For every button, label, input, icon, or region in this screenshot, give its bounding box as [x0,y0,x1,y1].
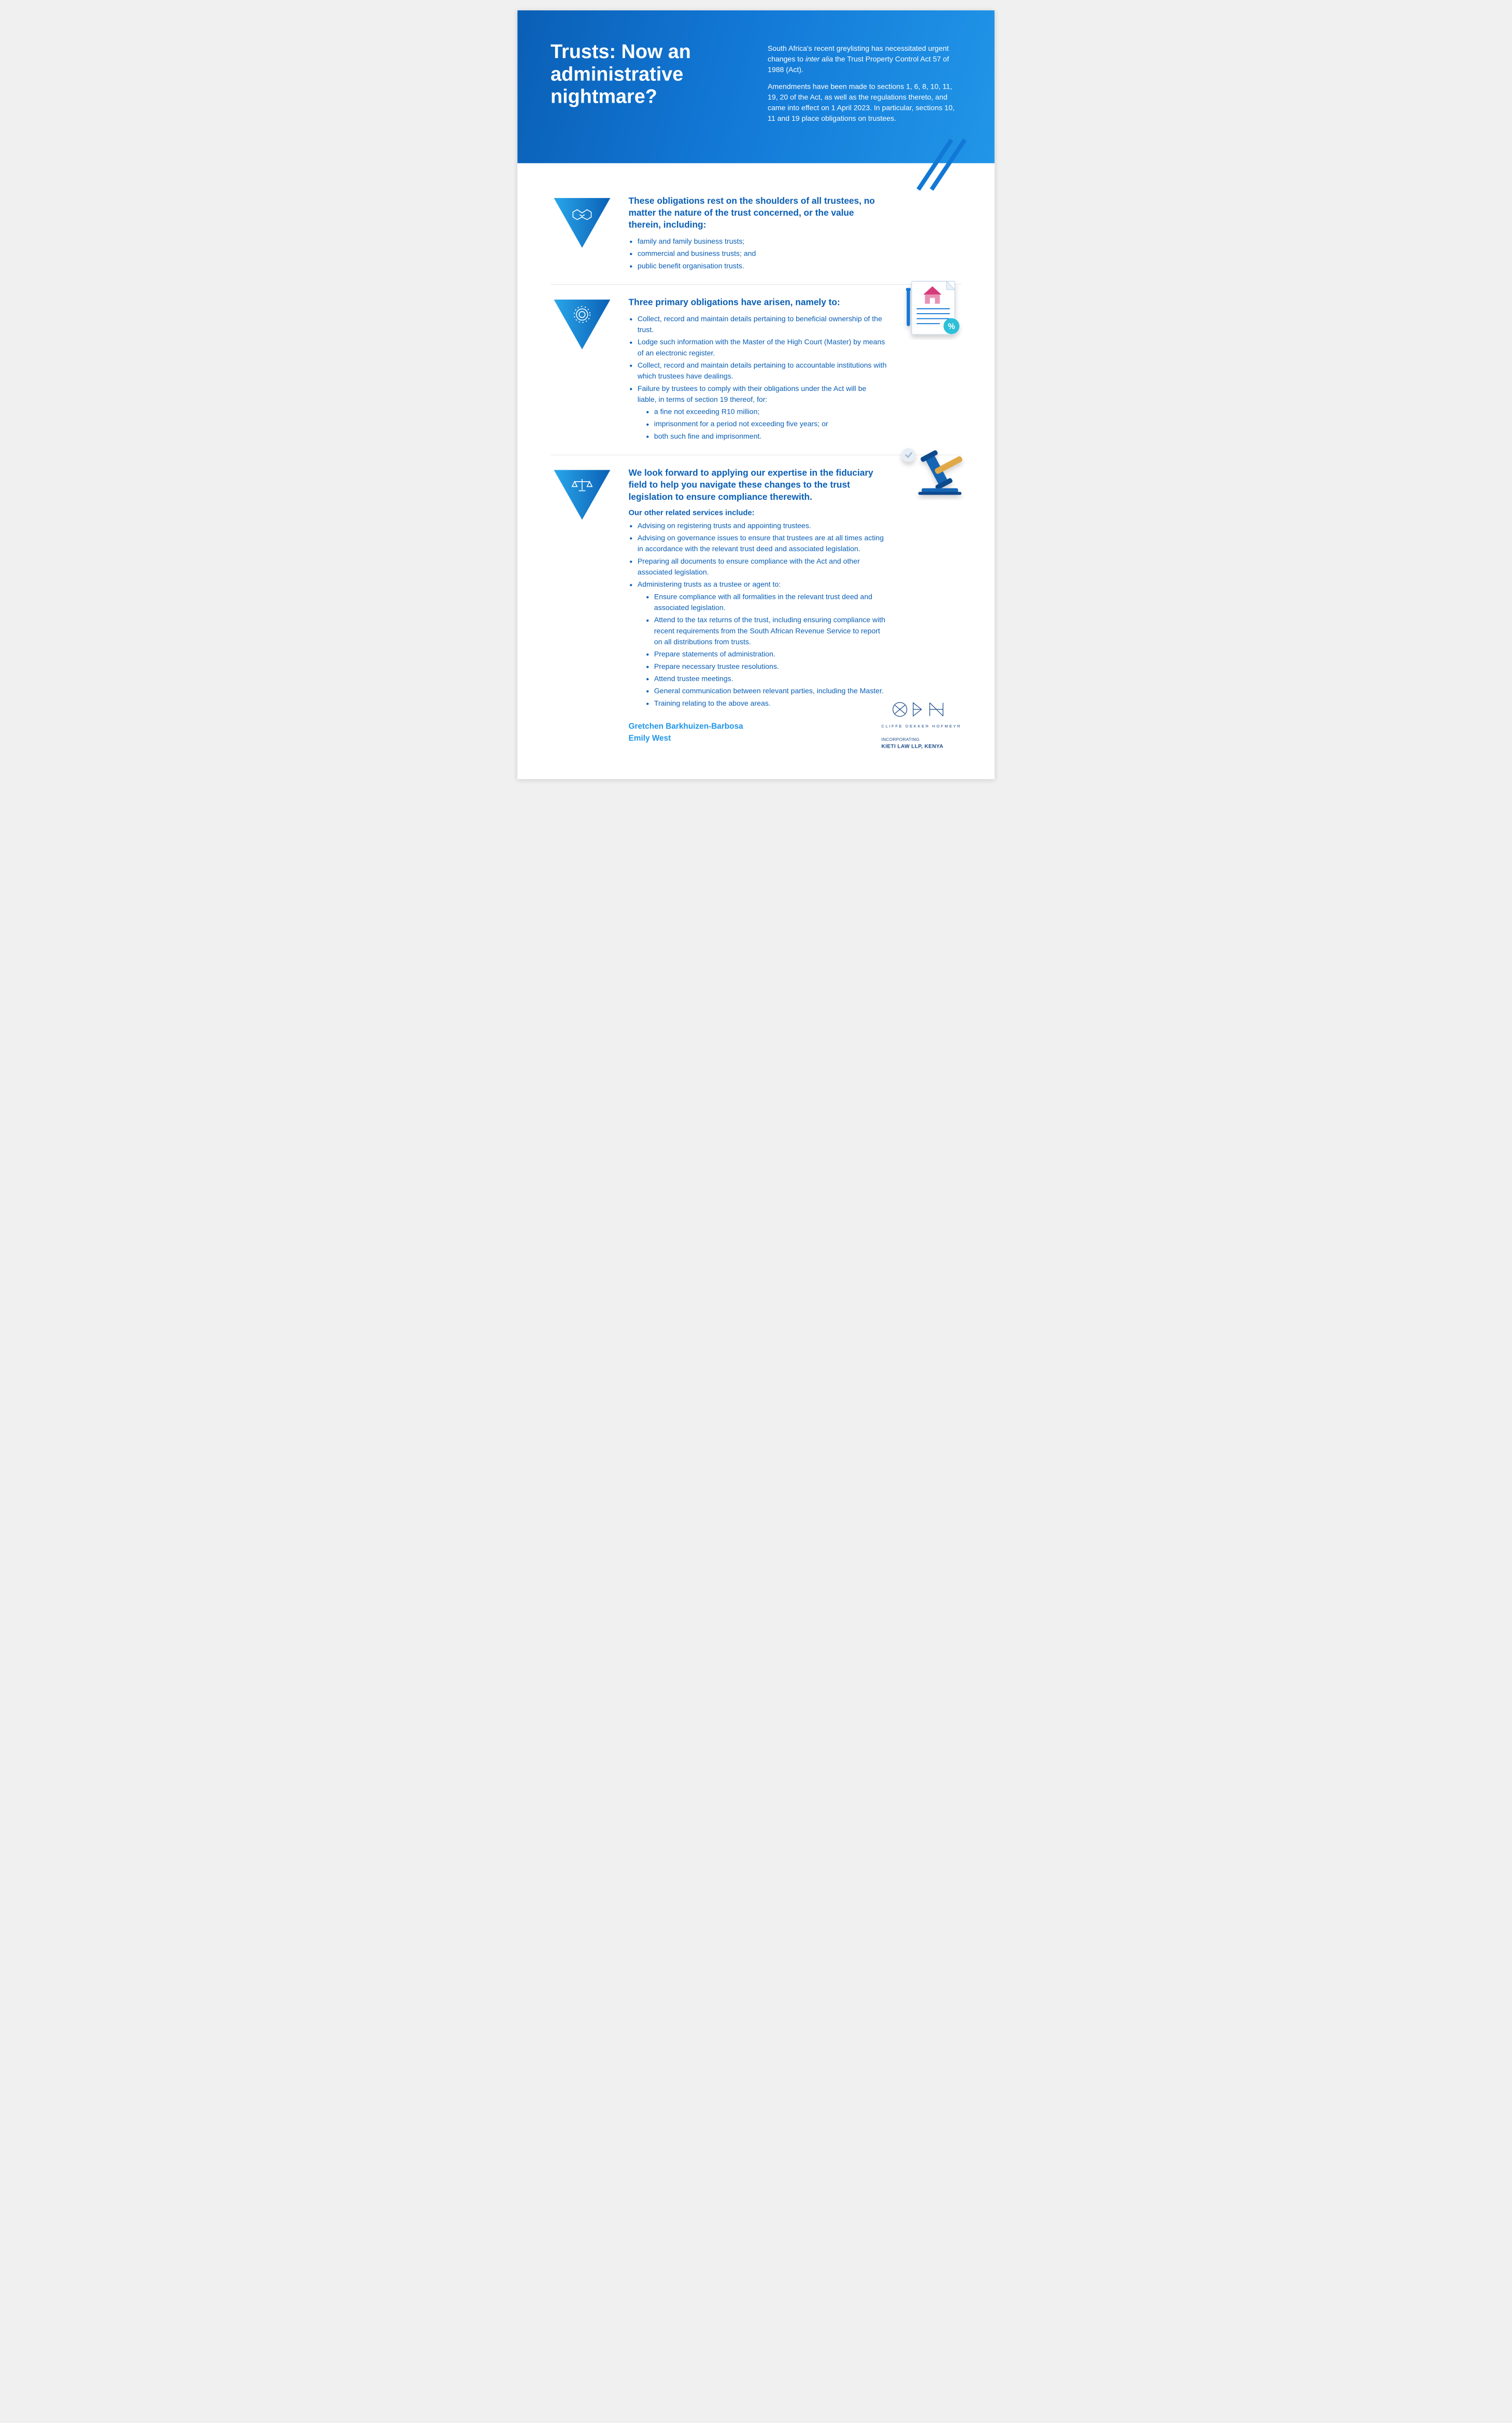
section-body: We look forward to applying our expertis… [629,467,887,744]
list-item: Attend trustee meetings. [654,673,887,684]
list-item: Failure by trustees to comply with their… [638,383,887,442]
kieti-law: KIETI LAW LLP, KENYA [881,743,961,749]
bullet-list: family and family business trusts; comme… [629,236,887,271]
list-item: Advising on registering trusts and appoi… [638,520,887,531]
list-item: Training relating to the above areas. [654,698,887,709]
list-item-text: Failure by trustees to comply with their… [638,384,866,403]
list-item: Collect, record and maintain details per… [638,313,887,335]
list-item: General communication between relevant p… [654,685,887,696]
author-name: Emily West [629,732,887,744]
document-page: Trusts: Now an administrative nightmare?… [517,10,995,779]
list-item: Collect, record and maintain details per… [638,360,887,382]
section-body: Three primary obligations have arisen, n… [629,296,887,443]
list-item: Prepare statements of administration. [654,649,887,660]
nested-bullet-list: a fine not exceeding R10 million; impris… [638,407,887,442]
triangle-badge [550,467,614,526]
header-banner: Trusts: Now an administrative nightmare?… [517,10,995,163]
intro-para-2: Amendments have been made to sections 1,… [768,81,962,124]
incorporating-label: INCORPORATING [881,737,961,742]
section-heading: These obligations rest on the shoulders … [629,194,887,231]
section-heading: We look forward to applying our expertis… [629,467,887,503]
list-item: family and family business trusts; [638,236,887,247]
list-item: Prepare necessary trustee resolutions. [654,661,887,672]
list-item: Attend to the tax returns of the trust, … [654,614,887,647]
section-heading: Three primary obligations have arisen, n… [629,296,887,308]
footer-brand: CLIFFE DEKKER HOFMEYR INCORPORATING KIET… [881,701,961,749]
authors: Gretchen Barkhuizen-Barbosa Emily West [629,720,887,744]
bullet-list: Advising on registering trusts and appoi… [629,520,887,709]
brand-fullname: CLIFFE DEKKER HOFMEYR [881,724,961,729]
triangle-badge [550,194,614,254]
section-primary-obligations: Three primary obligations have arisen, n… [550,284,962,455]
content-area: These obligations rest on the shoulders … [517,163,995,779]
list-item: Lodge such information with the Master o… [638,337,887,358]
nested-bullet-list: Ensure compliance with all formalities i… [638,591,887,709]
section-obligations: These obligations rest on the shoulders … [550,183,962,284]
list-item: Administering trusts as a trustee or age… [638,579,887,709]
list-item: Preparing all documents to ensure compli… [638,556,887,578]
list-item: commercial and business trusts; and [638,248,887,259]
list-item: Ensure compliance with all formalities i… [654,591,887,613]
house-document-icon: % [900,275,966,344]
svg-text:%: % [948,323,955,331]
triangle-badge [550,296,614,356]
list-item: public benefit organisation trusts. [638,260,887,271]
page-title: Trusts: Now an administrative nightmare? [550,40,747,130]
list-item: a fine not exceeding R10 million; [654,407,887,417]
list-item: both such fine and imprisonment. [654,431,887,442]
intro-italic: inter alia [806,55,833,63]
header-intro: South Africa's recent greylisting has ne… [768,40,962,130]
bullet-list: Collect, record and maintain details per… [629,313,887,442]
cdh-logo-icon [892,701,951,722]
list-item-text: Administering trusts as a trustee or age… [638,580,781,589]
author-name: Gretchen Barkhuizen-Barbosa [629,720,887,732]
section-subheading: Our other related services include: [629,508,887,517]
section-body: These obligations rest on the shoulders … [629,194,887,273]
list-item: imprisonment for a period not exceeding … [654,418,887,429]
list-item: Advising on governance issues to ensure … [638,533,887,554]
intro-para-1: South Africa's recent greylisting has ne… [768,43,962,75]
